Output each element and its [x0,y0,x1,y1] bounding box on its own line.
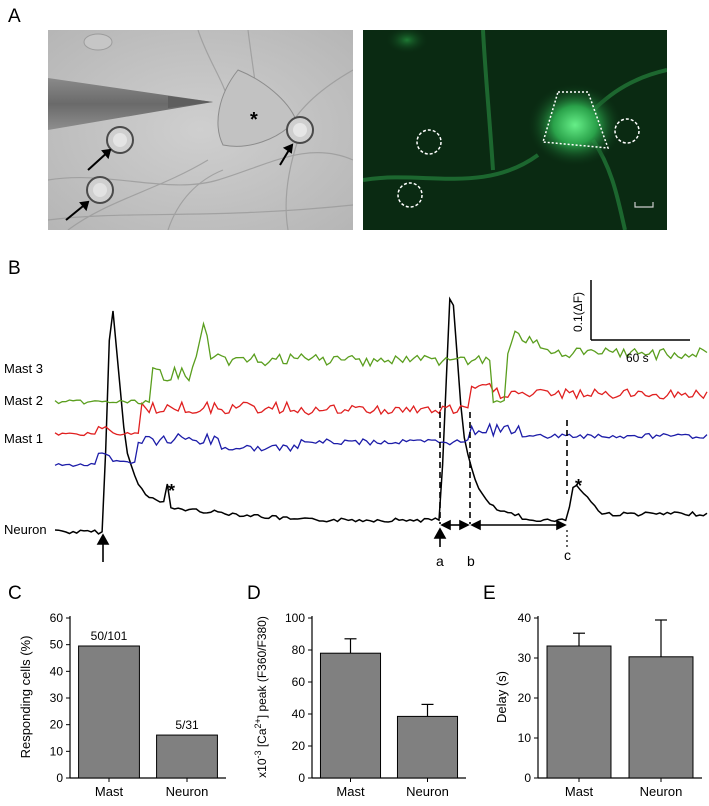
chart-d: x10-3 [Ca2+] peak (F360/F380) 0 20 40 60 80 1… [240,590,478,801]
fluorescence-image [363,30,667,230]
chart-c-tick-label: 50 [50,638,64,652]
chart-d-tick-label: 40 [292,707,306,721]
trace-asterisk-1: * [168,481,175,501]
chart-d-bar-mast [319,652,382,779]
chart-e-bar-neuron [628,656,694,779]
chart-e-tick-label: 10 [518,731,532,745]
panel-d-label: D [247,583,261,604]
trace-asterisk-2: * [575,476,582,496]
chart-c-svg: Responding cells (%) 0 10 20 30 40 50 60 Mast 50… [18,611,226,799]
label-mast2: Mast 2 [4,393,43,408]
chart-e-svg: Delay (s) 0 10 20 30 40 Mast Neuron [494,611,702,799]
chart-c-category-label: Mast [95,784,124,799]
chart-c-tick-label: 10 [50,744,64,758]
chart-e-tick-label: 0 [524,771,531,785]
trace-mast2 [54,382,708,437]
label-mast1: Mast 1 [4,431,43,446]
chart-c-bar-mast [78,645,140,779]
scale-bar [590,280,690,341]
chart-c-tick-label: 20 [50,718,64,732]
traces-svg: Mast 3 Mast 2 Mast 1 Neuron 0.1(ΔF) 60 s [4,280,708,569]
brightfield-asterisk: * [250,109,258,131]
chart-c-data-label: 5/31 [175,718,199,732]
chart-d-tick-label: 0 [298,771,305,785]
chart-d-tick-label: 20 [292,739,306,753]
panel-a-label: A [8,6,21,27]
chart-d-tick-label: 100 [285,611,305,625]
marker-a: a [436,553,444,569]
brightfield-image: * [48,30,353,230]
chart-d-bar-neuron [396,715,459,779]
traces-panel: Mast 3 Mast 2 Mast 1 Neuron 0.1(ΔF) 60 s [0,262,709,582]
chart-c-tick-label: 60 [50,611,64,625]
chart-c-tick-label: 0 [56,771,63,785]
chart-d-svg: x10-3 [Ca2+] peak (F360/F380) 0 20 40 60 80 1… [253,611,466,799]
chart-e-bar-mast [546,645,612,779]
panel-c-label: C [8,583,22,604]
chart-d-ylabel: x10-3 [Ca2+] peak (F360/F380) [253,616,269,778]
panel-e-label: E [483,583,496,604]
chart-d-tick-label: 60 [292,675,306,689]
chart-c-category-label: Neuron [166,784,209,799]
chart-e-category-label: Neuron [640,784,683,799]
chart-d-category-label: Neuron [406,784,449,799]
chart-c-bar-neuron [156,734,218,779]
chart-d-category-label: Mast [336,784,365,799]
event-lines [439,402,568,524]
chart-e-ylabel: Delay (s) [494,671,509,723]
chart-e-tick-label: 30 [518,651,532,665]
chart-e-tick-label: 40 [518,611,532,625]
label-mast3: Mast 3 [4,361,43,376]
chart-d-tick-label: 80 [292,643,306,657]
trace-neuron [54,296,708,535]
interval-arrows [440,519,567,531]
chart-c-tick-label: 30 [50,691,64,705]
chart-c-ylabel: Responding cells (%) [18,636,33,759]
brightfield-svg: * [48,30,353,230]
trace-mast1 [54,422,708,467]
panel-b-label: B [8,258,21,279]
marker-c: c [564,547,571,563]
label-neuron: Neuron [4,522,47,537]
chart-e-tick-label: 20 [518,691,532,705]
chart-e-category-label: Mast [565,784,594,799]
chart-e: Delay (s) 0 10 20 30 40 Mast Neuron [478,590,709,801]
fluorescence-svg [363,30,667,230]
marker-b: b [467,553,475,569]
chart-c: Responding cells (%) 0 10 20 30 40 50 60 Mast 50… [0,590,240,801]
scale-y-label: 0.1(ΔF) [571,292,585,332]
chart-c-data-label: 50/101 [91,629,128,643]
stimulus-arrows [96,527,447,562]
chart-c-tick-label: 40 [50,664,64,678]
scale-x-label: 60 s [626,351,649,365]
trace-mast3 [54,321,708,405]
